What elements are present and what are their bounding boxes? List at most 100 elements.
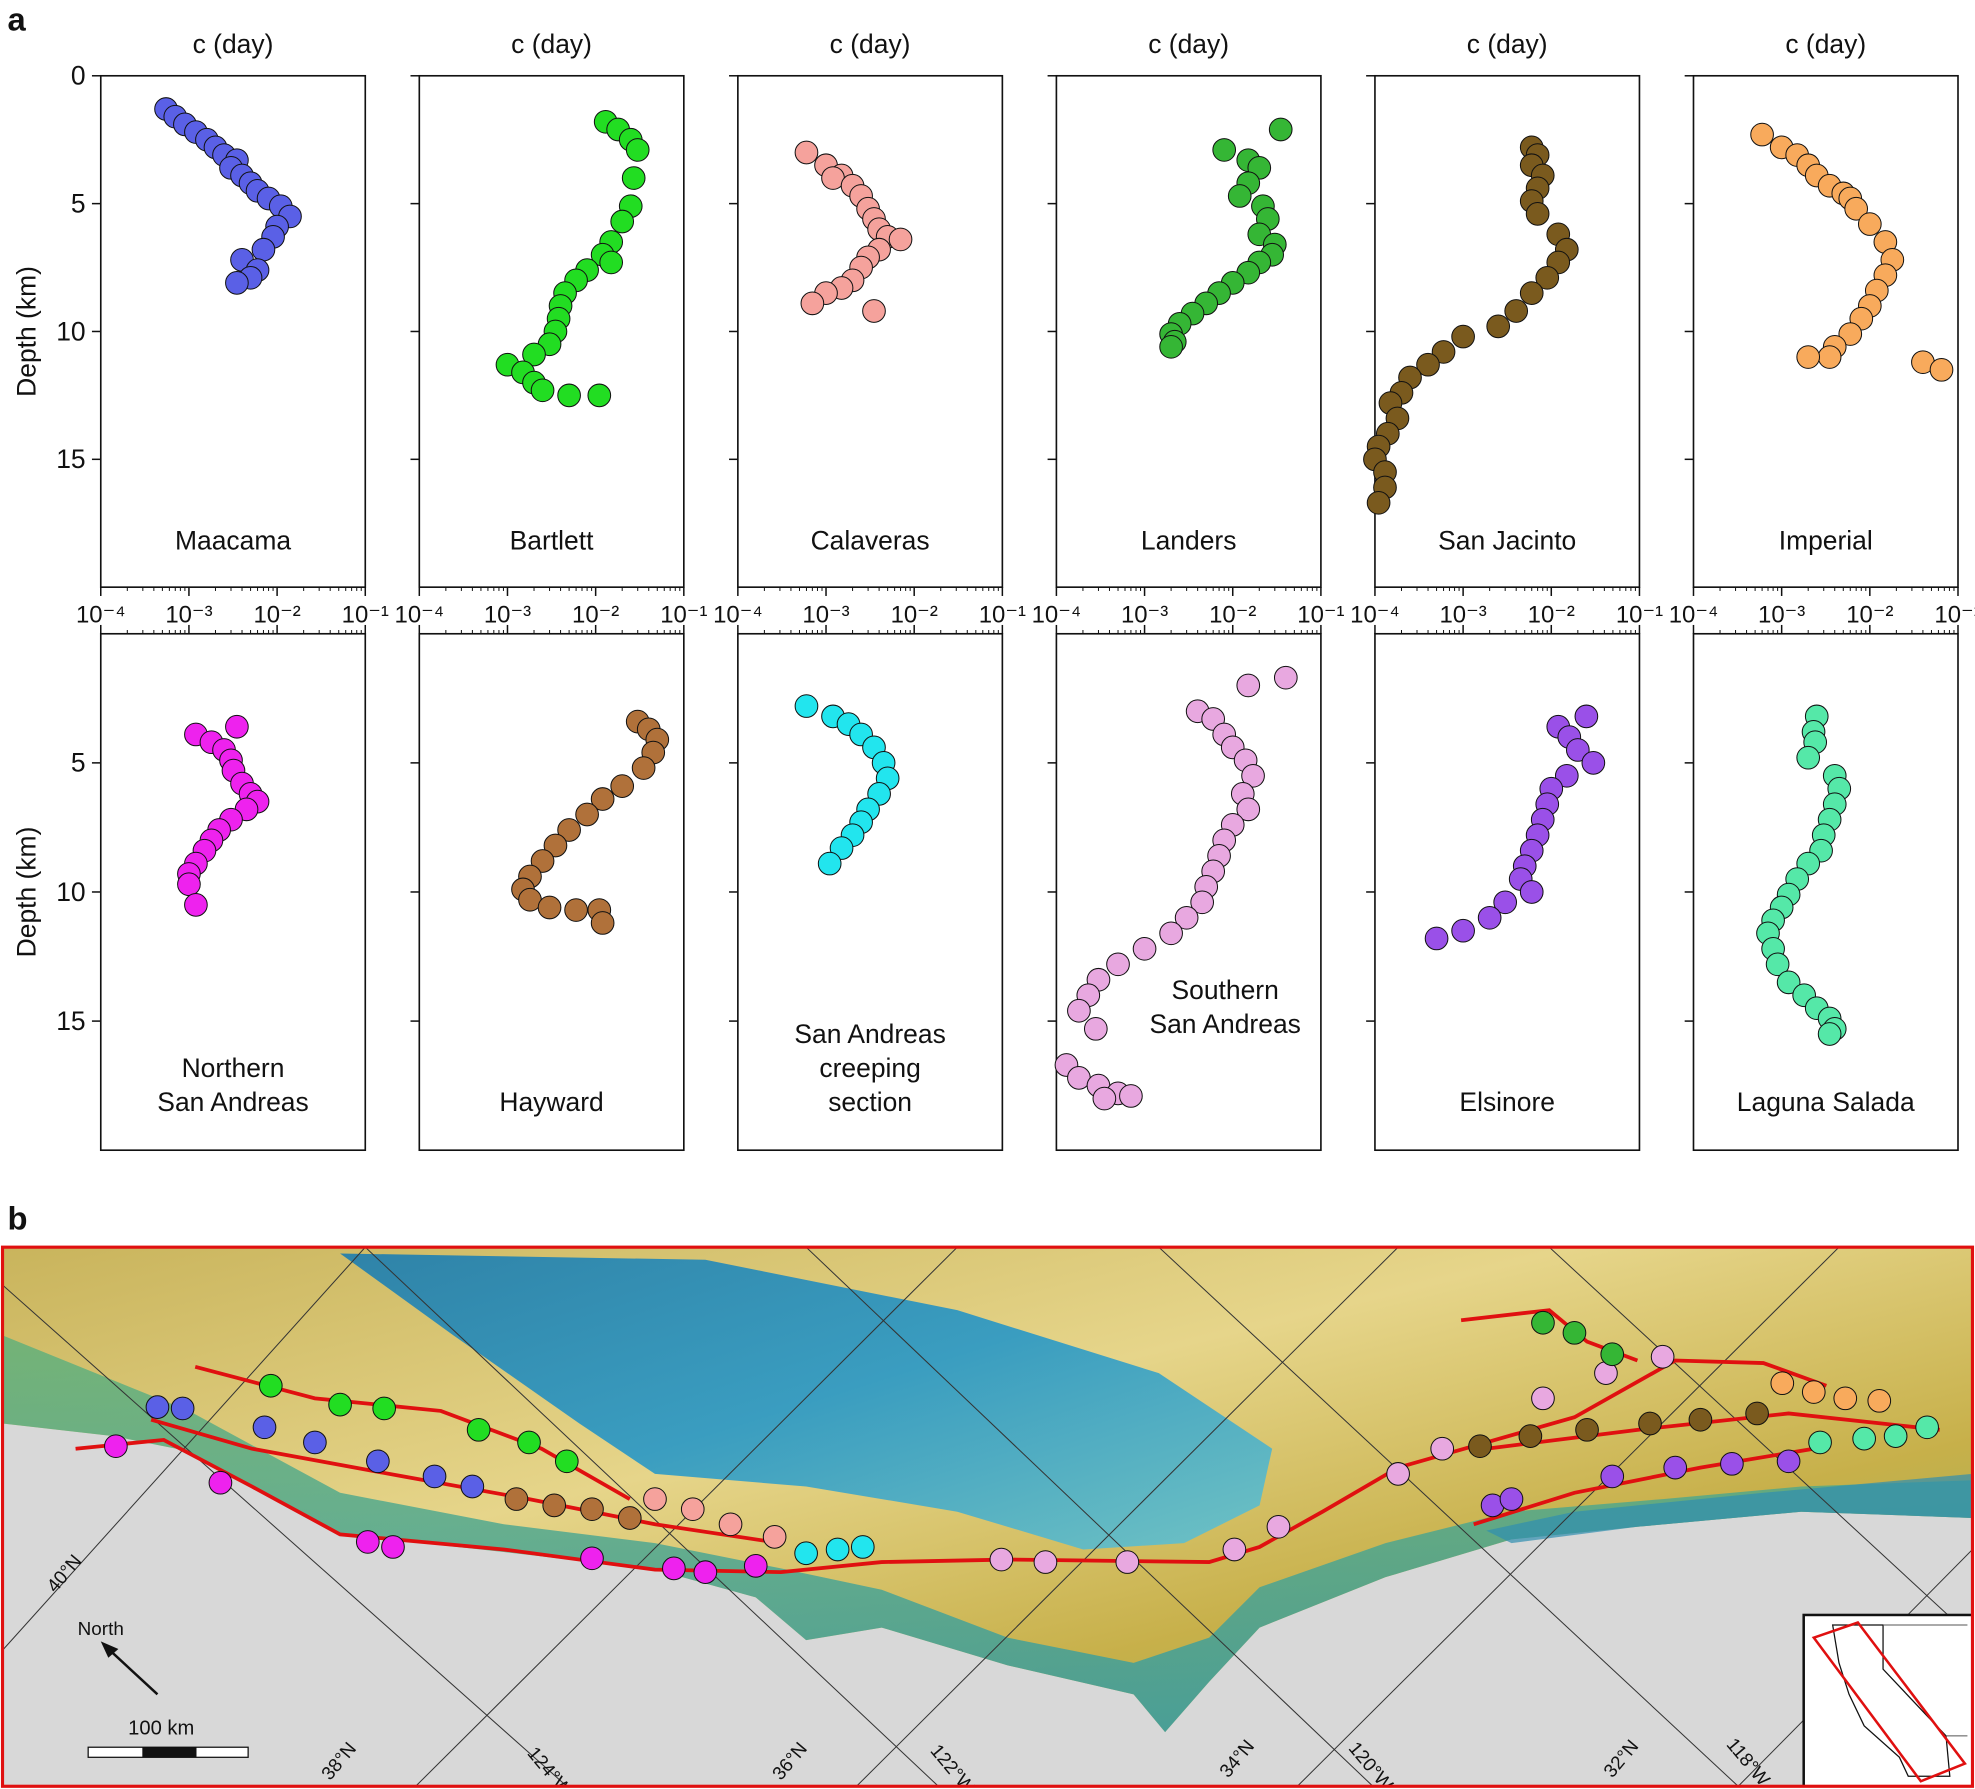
data-point — [1574, 704, 1599, 729]
map-events — [104, 1310, 1939, 1584]
data-point — [888, 227, 913, 252]
y-tick-label: 0 — [71, 61, 86, 91]
data-point — [1796, 345, 1821, 369]
data-point — [862, 299, 886, 323]
data-point — [1190, 890, 1215, 915]
panel-name: Elsinore — [1459, 1087, 1555, 1117]
scale-label: 100 km — [128, 1718, 194, 1740]
x-tick-label: 10⁻³ — [484, 601, 531, 628]
data-point — [1431, 340, 1456, 364]
data-point — [1268, 117, 1293, 142]
data-point — [543, 833, 568, 858]
data-point — [184, 893, 208, 917]
data-point — [225, 714, 249, 739]
data-point — [1776, 970, 1801, 995]
data-point — [1451, 324, 1475, 349]
data-point — [1451, 918, 1475, 943]
data-point — [1273, 665, 1298, 690]
data-point — [1565, 738, 1590, 762]
data-point — [1241, 763, 1265, 788]
data-point — [610, 774, 635, 798]
data-point — [1119, 1084, 1143, 1108]
x-tick-label: 10⁻³ — [802, 601, 849, 628]
plot-frame — [1692, 74, 1959, 588]
data-point — [794, 140, 819, 165]
data-point — [1366, 490, 1391, 515]
data-point — [1159, 921, 1183, 946]
x-axis-title: c (day) — [193, 29, 274, 59]
data-point — [1857, 212, 1882, 236]
x-tick-label: 10⁻⁴ — [76, 601, 126, 628]
x-tick-label: 10⁻⁴ — [1350, 601, 1400, 628]
data-point — [1750, 122, 1774, 147]
y-tick-label: 5 — [71, 748, 86, 778]
y-tick-label: 10 — [56, 316, 85, 346]
y-tick-label: 15 — [56, 1006, 85, 1036]
x-tick-label: 10⁻² — [1209, 601, 1256, 628]
panel-name: Maacama — [175, 525, 291, 555]
data-point — [1844, 196, 1869, 221]
data-point — [537, 895, 562, 920]
data-point — [1929, 357, 1954, 382]
data-point — [1817, 345, 1842, 369]
y-axis-title: Depth (km) — [11, 827, 41, 958]
data-point — [1525, 202, 1550, 226]
data-point — [1535, 265, 1560, 290]
x-tick-label: 10⁻⁴ — [1669, 601, 1719, 628]
data-point — [1083, 1016, 1108, 1041]
fault-line — [75, 1358, 1828, 1575]
data-point — [1174, 905, 1199, 930]
data-point — [1554, 763, 1579, 788]
data-point — [575, 802, 599, 827]
data-point — [625, 138, 650, 162]
x-tick-label: 10⁻² — [1528, 601, 1575, 628]
x-tick-label: 10⁻⁴ — [1032, 601, 1082, 628]
data-point — [590, 787, 615, 811]
panel-label: b — [8, 1200, 28, 1237]
data-point — [1106, 952, 1130, 977]
panel-name: San Andreas — [157, 1087, 308, 1117]
data-point — [800, 291, 825, 316]
x-axis-title: c (day) — [830, 29, 911, 59]
data-point — [631, 756, 656, 780]
panel-name: San Andreas — [1149, 1009, 1300, 1039]
panel-name: Northern — [182, 1053, 285, 1083]
data-point — [1519, 281, 1544, 305]
panel-name: Bartlett — [510, 525, 594, 555]
data-point — [1477, 905, 1502, 930]
fault-line — [1486, 1411, 1940, 1451]
data-point — [530, 378, 555, 403]
data-point — [1581, 751, 1606, 775]
data-point — [1493, 890, 1518, 915]
panel-name: Calaveras — [811, 525, 930, 555]
panel-name: Southern — [1172, 975, 1279, 1005]
data-point — [530, 849, 555, 873]
x-axis-title: c (day) — [1148, 29, 1229, 59]
data-point — [564, 898, 588, 922]
north-arrow — [106, 1646, 159, 1696]
data-point — [1519, 880, 1544, 904]
north-label: North — [78, 1619, 124, 1640]
x-tick-label: 10⁻¹ — [342, 601, 389, 628]
x-tick-label: 10⁻² — [1846, 601, 1893, 628]
data-point — [1416, 352, 1440, 377]
data-point — [1838, 322, 1863, 346]
data-point — [587, 383, 612, 408]
x-tick-label: 10⁻¹ — [1297, 601, 1344, 628]
panel-name: section — [828, 1087, 912, 1117]
panel-name: creeping — [819, 1053, 920, 1083]
fault-line — [1473, 1446, 1815, 1527]
data-point — [621, 166, 646, 190]
data-point — [1227, 184, 1252, 208]
data-point — [1796, 745, 1821, 770]
x-tick-label: 10⁻² — [891, 601, 938, 628]
data-point — [1236, 673, 1261, 698]
y-axis-title: Depth (km) — [11, 266, 41, 397]
data-point — [1486, 314, 1511, 339]
data-point — [817, 851, 842, 876]
map-frame — [0, 1245, 1975, 1788]
x-tick-label: 10⁻³ — [1121, 601, 1168, 628]
data-point — [1092, 1086, 1117, 1111]
offshore-basin — [1486, 1473, 1973, 1544]
